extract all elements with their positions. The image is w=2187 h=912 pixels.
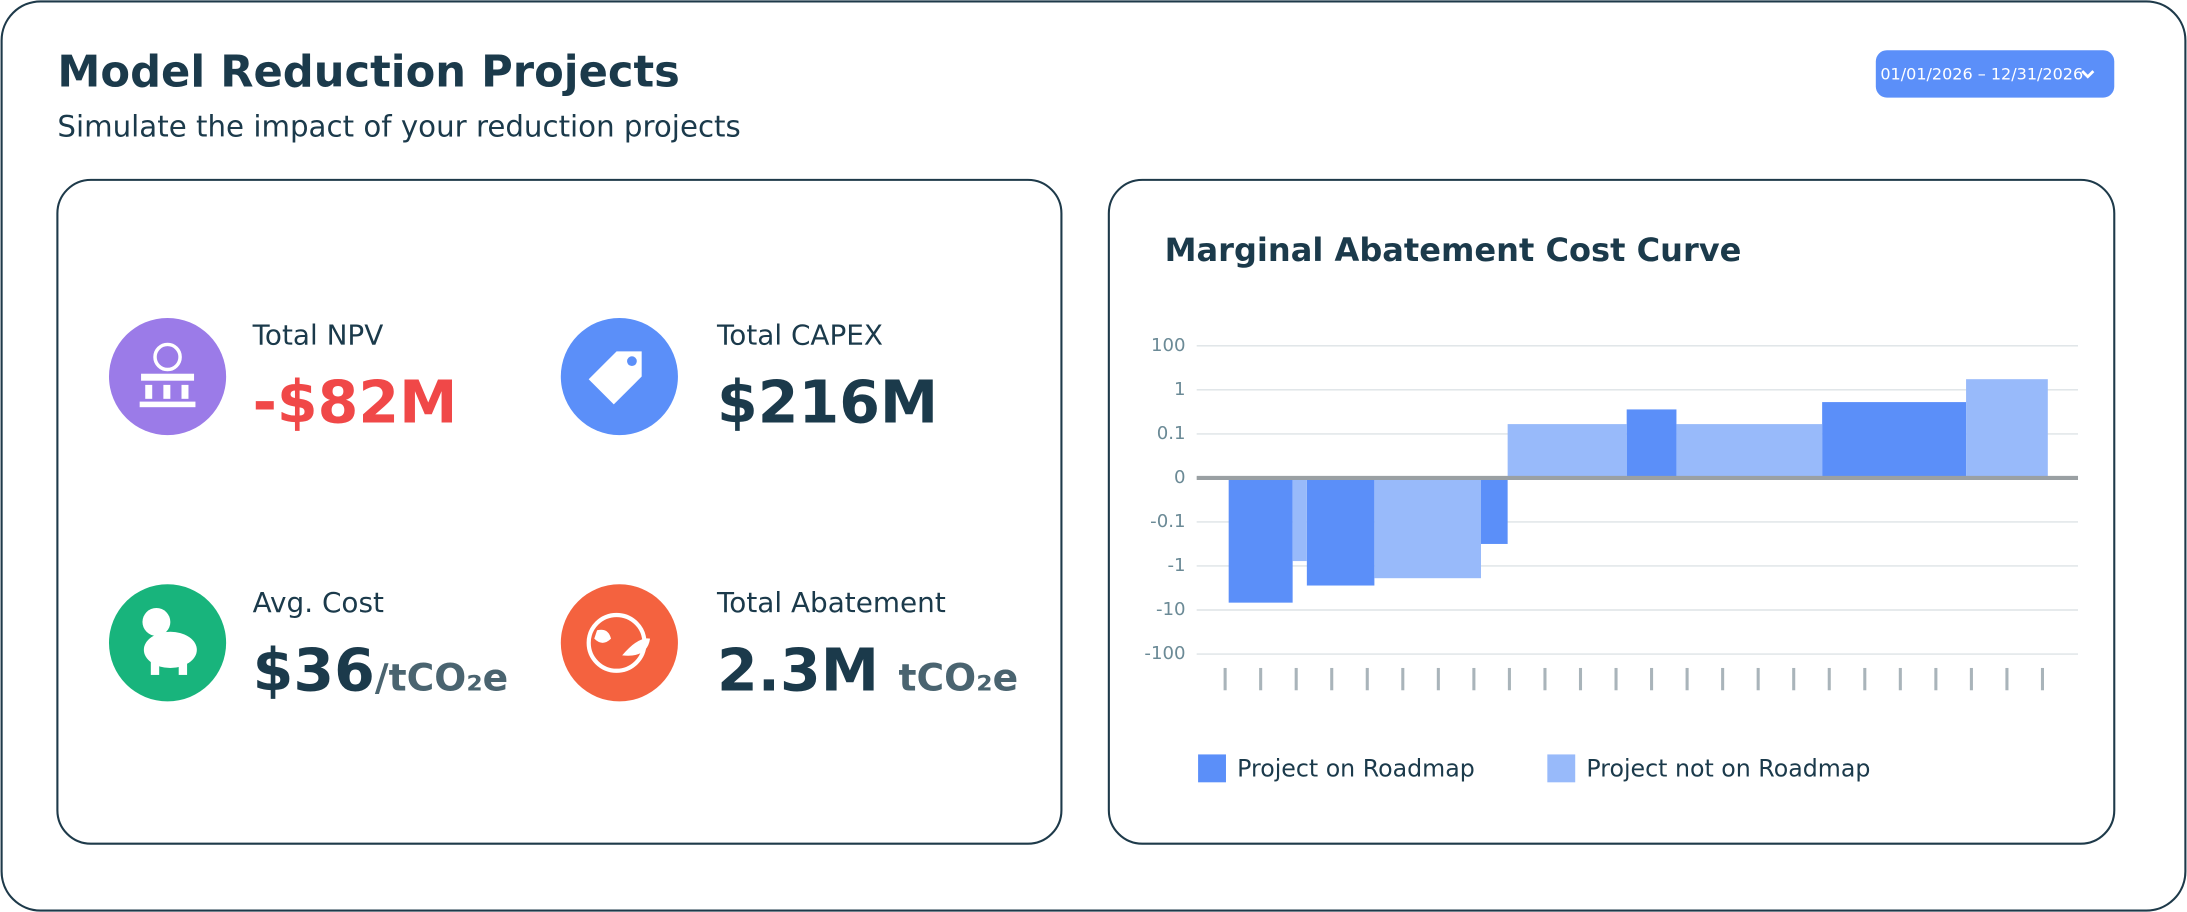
- y-tick-label: -1: [1167, 555, 1185, 576]
- kpi-label: Total Abatement: [716, 586, 946, 619]
- bar: [1292, 477, 1307, 562]
- abatement-icon: [560, 584, 678, 702]
- bar: [1966, 379, 2048, 478]
- y-tick-label: -0.1: [1150, 511, 1185, 532]
- kpi-unit: tCO₂e: [898, 655, 1018, 699]
- bar: [1507, 424, 1627, 478]
- capex-icon: [560, 317, 678, 436]
- y-tick-label: -10: [1156, 599, 1186, 620]
- kpi-label: Avg. Cost: [253, 586, 384, 619]
- kpi-label: Total CAPEX: [716, 318, 883, 351]
- kpi-value: -$82M: [253, 369, 458, 437]
- bar: [1374, 477, 1481, 579]
- y-tick-label: 100: [1151, 335, 1186, 356]
- kpi-unit: /tCO₂e: [375, 655, 508, 699]
- kpi-value-line: $36/tCO₂e: [253, 636, 509, 704]
- kpi-label: Total NPV: [252, 318, 384, 351]
- y-tick-label: 0.1: [1157, 423, 1186, 444]
- npv-icon: [108, 317, 227, 436]
- bar: [1480, 477, 1508, 544]
- date-button-bg[interactable]: [1875, 50, 2115, 98]
- chevron[interactable]: [2081, 70, 2095, 79]
- kpi-value: $216M: [717, 369, 938, 437]
- y-tick-label: 0: [1174, 467, 1186, 488]
- y-tick-label: 1: [1174, 379, 1186, 400]
- legend-swatch: [1547, 754, 1576, 783]
- bar: [1626, 409, 1677, 478]
- page-subtitle: Simulate the impact of your reduction pr…: [57, 110, 740, 144]
- cost-icon: [108, 584, 227, 702]
- date-range-button[interactable]: 01/01/2026 – 12/31/2026: [1875, 50, 2115, 98]
- date-range[interactable]: 01/01/2026 – 12/31/2026: [1880, 64, 2083, 83]
- kpi-value: $36: [253, 636, 375, 704]
- chart-title: Marginal Abatement Cost Curve: [1165, 231, 1742, 269]
- bar: [1228, 477, 1293, 603]
- kpi-value: 2.3M: [717, 636, 879, 704]
- kpi-panel: [56, 178, 1063, 845]
- kpi-value-line: 2.3M tCO₂e: [717, 636, 1018, 704]
- bar: [1676, 424, 1823, 478]
- y-tick-label: -100: [1144, 643, 1185, 664]
- legend-swatch: [1198, 754, 1226, 783]
- legend-label: Project on Roadmap: [1237, 755, 1475, 783]
- bar: [1306, 477, 1375, 586]
- plot: 100 1 0.1 0 -0.1 -1 -10 -100 Project on Roadmap P…: [1144, 335, 2079, 783]
- bar: [1822, 402, 1967, 478]
- legend-label: Project not on Roadmap: [1586, 755, 1870, 783]
- page-title: Model Reduction Projects: [57, 47, 680, 97]
